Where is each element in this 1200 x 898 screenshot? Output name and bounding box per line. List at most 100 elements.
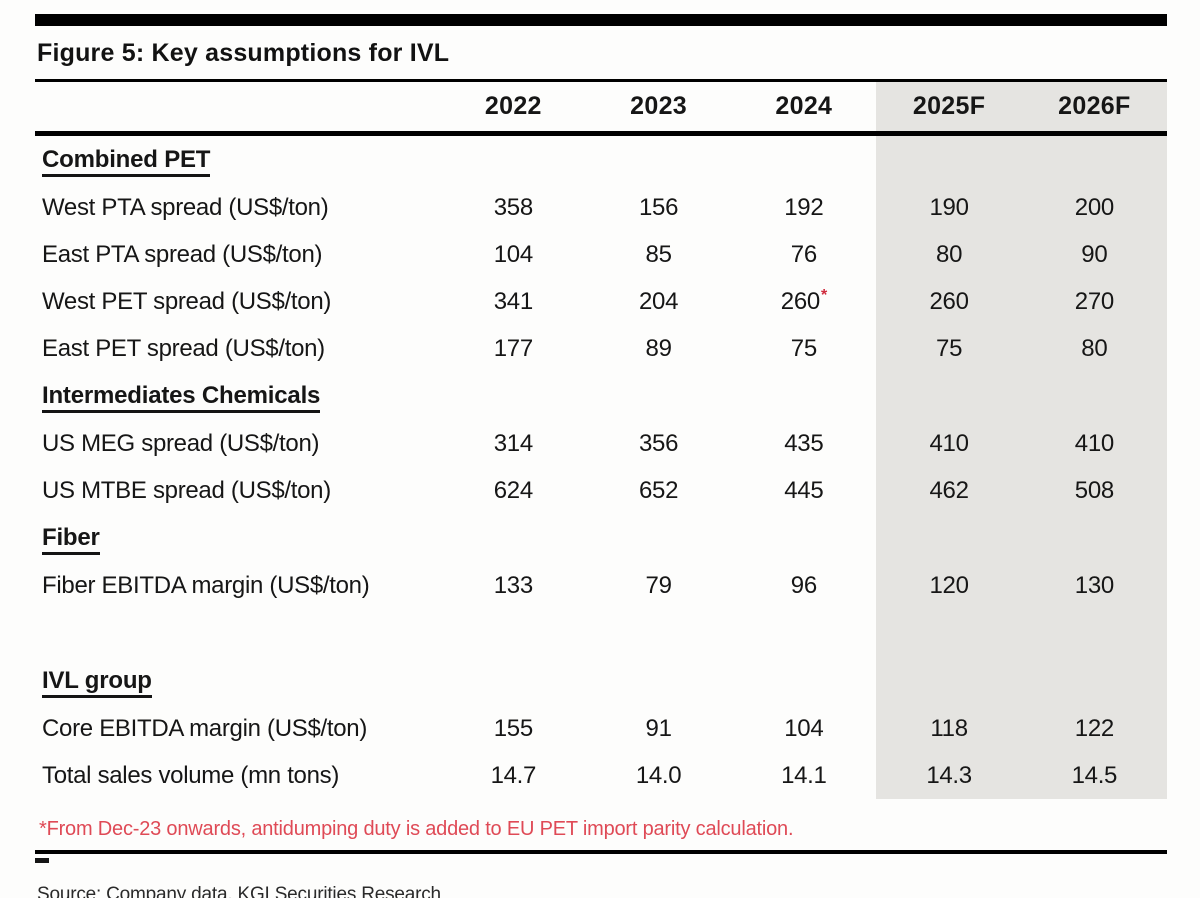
value-cell: 314 bbox=[441, 420, 586, 467]
value-cell: 80 bbox=[1021, 325, 1167, 372]
table-row: US MTBE spread (US$/ton) 624 652 445 462 508 bbox=[35, 467, 1167, 514]
value-cell bbox=[586, 372, 731, 420]
value-cell bbox=[876, 609, 1022, 657]
value-cell: 14.7 bbox=[441, 752, 586, 799]
source-text: Source: Company data, KGI Securities Res… bbox=[37, 884, 441, 898]
cell-value: 462 bbox=[929, 476, 969, 504]
cell-value: 341 bbox=[493, 287, 533, 315]
value-cell bbox=[1021, 372, 1167, 420]
value-cell: 75 bbox=[876, 325, 1022, 372]
value-cell: 356 bbox=[586, 420, 731, 467]
value-cell: 177 bbox=[441, 325, 586, 372]
value-cell: 14.1 bbox=[731, 752, 876, 799]
table-row: US MEG spread (US$/ton) 314 356 435 410 410 bbox=[35, 420, 1167, 467]
row-label-cell bbox=[35, 609, 441, 657]
cell-value: 14.1 bbox=[781, 761, 827, 789]
table-row: Total sales volume (mn tons) 14.7 14.0 14.1… bbox=[35, 752, 1167, 799]
cell-value: 445 bbox=[784, 476, 824, 504]
row-label-cell: US MEG spread (US$/ton) bbox=[42, 429, 320, 457]
value-cell: 96 bbox=[731, 562, 876, 609]
cell-value: 118 bbox=[930, 714, 968, 742]
value-cell bbox=[876, 657, 1022, 705]
cell-value: 14.5 bbox=[1071, 761, 1118, 789]
cell-value: 155 bbox=[493, 714, 533, 742]
cell-value: 14.3 bbox=[926, 761, 972, 789]
cell-value: 508 bbox=[1074, 476, 1114, 504]
row-label-cell: Total sales volume (mn tons) bbox=[42, 761, 340, 789]
cell-value: 104 bbox=[784, 714, 824, 742]
value-cell: 104 bbox=[441, 231, 586, 278]
cell-value: 156 bbox=[639, 193, 679, 221]
cell-value: 410 bbox=[1074, 429, 1114, 457]
value-cell: 410 bbox=[1021, 420, 1167, 467]
footnote-asterisk: * bbox=[820, 287, 827, 304]
value-cell: 508 bbox=[1021, 467, 1167, 514]
value-cell: 89 bbox=[586, 325, 731, 372]
value-cell bbox=[731, 657, 876, 705]
value-cell: 204 bbox=[586, 278, 731, 325]
value-cell bbox=[441, 609, 586, 657]
section-label-cell: IVL group bbox=[35, 657, 441, 705]
column-header-2026f: 2026F bbox=[1021, 82, 1167, 136]
section-label: IVL group bbox=[42, 667, 152, 698]
footnote-text: *From Dec-23 onwards, antidumping duty i… bbox=[39, 818, 794, 840]
table-row: East PTA spread (US$/ton) 104 85 76 80 90 bbox=[35, 231, 1167, 278]
value-cell: 624 bbox=[441, 467, 586, 514]
value-cell: 75 bbox=[731, 325, 876, 372]
row-label-cell: Core EBITDA margin (US$/ton) bbox=[42, 714, 368, 742]
value-cell: 192 bbox=[731, 184, 876, 231]
value-cell: 85 bbox=[586, 231, 731, 278]
assumptions-table: 2022 2023 2024 2025F 2026F Combined PET W… bbox=[35, 82, 1167, 799]
table-row: West PET spread (US$/ton) 341 204 260* 260 27… bbox=[35, 278, 1167, 325]
cell-value: 75 bbox=[790, 334, 817, 362]
cell-value: 96 bbox=[790, 571, 817, 599]
cell-value: 14.7 bbox=[490, 761, 537, 789]
value-cell bbox=[586, 657, 731, 705]
value-cell: 118 bbox=[876, 705, 1022, 752]
value-cell: 133 bbox=[441, 562, 586, 609]
cell-value: 91 bbox=[645, 714, 672, 742]
value-cell: 270 bbox=[1021, 278, 1167, 325]
value-cell: 90 bbox=[1021, 231, 1167, 278]
value-cell: 410 bbox=[876, 420, 1022, 467]
row-label-cell: Fiber EBITDA margin (US$/ton) bbox=[42, 571, 370, 599]
value-cell bbox=[441, 657, 586, 705]
cell-value: 652 bbox=[639, 476, 679, 504]
table-row: Core EBITDA margin (US$/ton) 155 91 104 118 1… bbox=[35, 705, 1167, 752]
section-label-cell: Fiber bbox=[35, 514, 441, 562]
value-cell: 80 bbox=[876, 231, 1022, 278]
cell-value: 435 bbox=[784, 429, 824, 457]
cell-value: 89 bbox=[645, 334, 672, 362]
column-header-2024: 2024 bbox=[731, 82, 877, 136]
value-cell bbox=[1021, 609, 1167, 657]
section-label: Intermediates Chemicals bbox=[42, 382, 320, 413]
value-cell bbox=[876, 514, 1022, 562]
cell-value: 130 bbox=[1074, 571, 1114, 599]
value-cell: 462 bbox=[876, 467, 1022, 514]
cell-value: 85 bbox=[645, 240, 672, 268]
column-header-2023: 2023 bbox=[585, 82, 732, 136]
table-row: Fiber EBITDA margin (US$/ton) 133 79 96 120 1… bbox=[35, 562, 1167, 609]
section-header-row: Intermediates Chemicals bbox=[35, 372, 1167, 420]
table-row: West PTA spread (US$/ton) 358 156 192 190 200 bbox=[35, 184, 1167, 231]
value-cell bbox=[876, 133, 1022, 184]
value-cell: 445 bbox=[731, 467, 876, 514]
value-cell: 341 bbox=[441, 278, 586, 325]
value-cell: 200 bbox=[1021, 184, 1167, 231]
value-cell bbox=[731, 134, 876, 185]
cell-value: 177 bbox=[493, 334, 533, 362]
value-cell: 358 bbox=[441, 184, 586, 231]
cell-value: 122 bbox=[1074, 714, 1114, 742]
column-header-empty bbox=[35, 82, 441, 136]
value-cell bbox=[731, 609, 876, 657]
value-cell bbox=[441, 514, 586, 562]
cell-value: 190 bbox=[929, 193, 969, 221]
cell-value: 270 bbox=[1074, 287, 1114, 315]
table-row: East PET spread (US$/ton) 177 89 75 75 80 bbox=[35, 325, 1167, 372]
value-cell: 104 bbox=[731, 705, 876, 752]
value-cell: 14.0 bbox=[586, 752, 731, 799]
value-cell: 260 bbox=[876, 278, 1022, 325]
value-cell: 120 bbox=[876, 562, 1022, 609]
assumptions-table-body: Combined PET West PTA spread (US$/ton) 358… bbox=[35, 133, 1167, 799]
